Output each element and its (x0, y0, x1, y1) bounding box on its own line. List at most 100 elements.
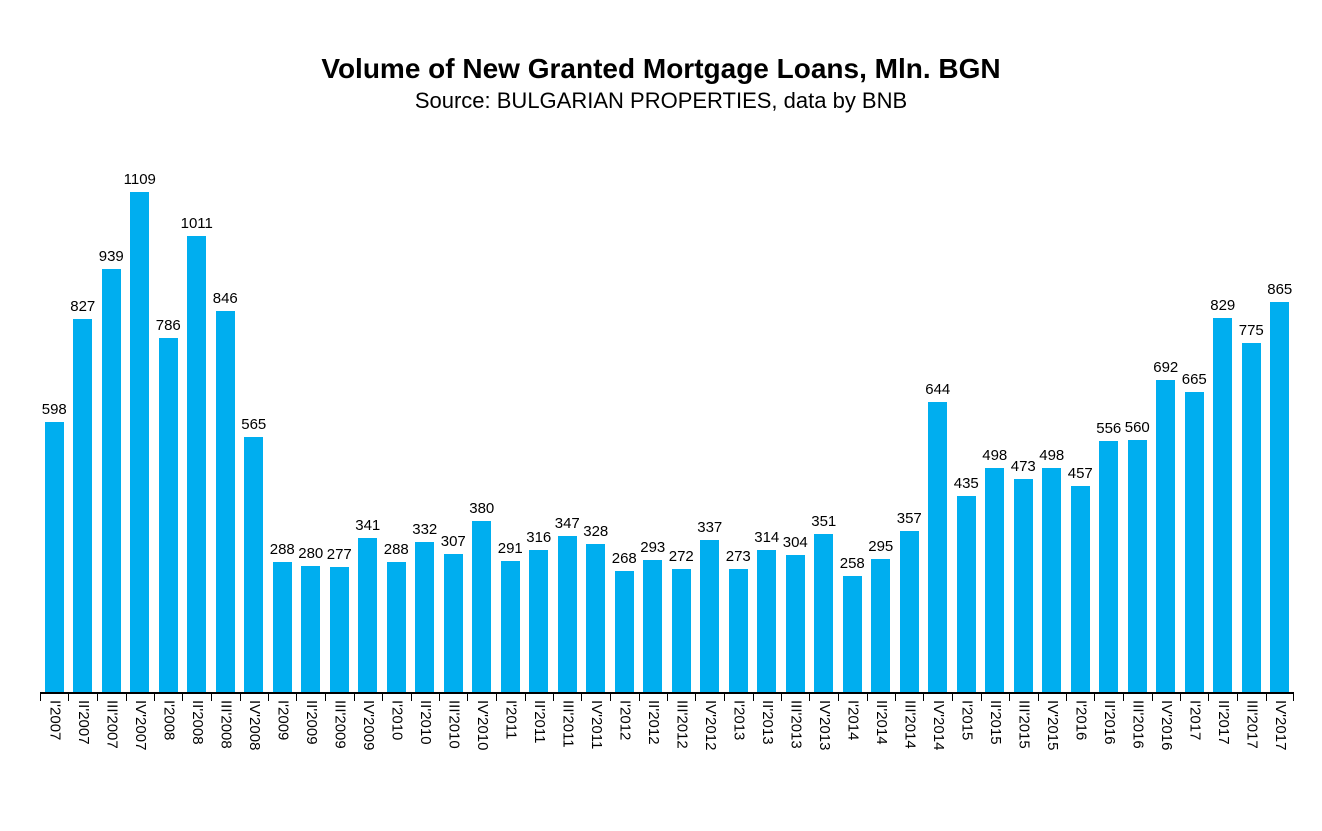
bar-column: 328 (582, 523, 611, 692)
bar-column: 332 (411, 521, 440, 692)
x-axis-label: II'2011 (530, 700, 548, 744)
axis-tick (410, 694, 412, 701)
bar-column: 473 (1009, 458, 1038, 692)
bar (529, 549, 549, 692)
bar-value-label: 316 (526, 528, 552, 546)
bar-column: 316 (525, 528, 554, 692)
axis-tick (752, 694, 754, 701)
bar-value-label: 307 (440, 532, 466, 550)
bar (1241, 342, 1261, 692)
bar (1270, 302, 1290, 692)
bar-column: 288 (268, 541, 297, 692)
bar (785, 554, 805, 692)
x-axis-label: II'2012 (644, 700, 662, 745)
bar-column: 692 (1152, 359, 1181, 692)
axis-tick (153, 694, 155, 701)
axis-tick (667, 694, 668, 701)
x-axis-label: III'2013 (787, 700, 805, 749)
bar (899, 531, 919, 692)
bar-value-label: 457 (1067, 465, 1093, 482)
axis-tick (638, 694, 640, 701)
axis-tick (1180, 694, 1181, 701)
bar-value-label: 380 (469, 499, 495, 517)
bar (244, 437, 264, 692)
x-axis-label: III'2015 (1015, 700, 1033, 749)
bar-value-label: 347 (554, 514, 580, 532)
bar-value-label: 565 (241, 416, 267, 434)
bar (130, 192, 150, 692)
bar-value-label: 304 (782, 533, 808, 551)
x-axis-label: IV'2012 (701, 700, 719, 751)
bar (643, 559, 663, 692)
bar-value-label: 498 (982, 446, 1008, 464)
x-axis-label: I'2014 (844, 700, 862, 741)
axis-tick (1008, 694, 1010, 701)
bar-column: 457 (1066, 465, 1095, 692)
x-axis-label: IV'2016 (1157, 700, 1175, 751)
bar (1042, 467, 1062, 692)
axis-tick (267, 694, 269, 701)
x-axis-label: IV'2015 (1043, 700, 1061, 751)
axis-tick (68, 694, 70, 701)
bar-value-label: 865 (1267, 281, 1293, 298)
bar (1156, 380, 1176, 692)
bar-value-label: 273 (725, 547, 751, 565)
x-axis-label: III'2014 (901, 700, 919, 749)
bar-column: 337 (696, 519, 725, 692)
bar (44, 422, 64, 692)
axis-tick (695, 694, 697, 701)
bar-column: 775 (1237, 322, 1266, 692)
bar-column: 341 (354, 517, 383, 692)
x-axis-label: IV'2014 (929, 700, 947, 751)
bar-column: 351 (810, 513, 839, 692)
bar-value-label: 560 (1124, 418, 1150, 436)
bar-column: 1011 (181, 215, 213, 692)
axis-tick (1122, 694, 1124, 701)
bar-column: 560 (1123, 418, 1152, 692)
axis-tick (838, 694, 839, 701)
bar (73, 319, 93, 692)
axis-tick (1094, 694, 1096, 701)
axis-tick (980, 694, 982, 701)
axis-tick (125, 694, 127, 701)
axis-tick (1066, 694, 1067, 701)
axis-tick (495, 694, 497, 701)
chart-title: Volume of New Granted Mortgage Loans, Ml… (321, 53, 1001, 84)
axis-tick (1037, 694, 1039, 701)
bar (956, 495, 976, 692)
bar-value-label: 357 (896, 510, 922, 527)
x-axis-label: III'2007 (103, 700, 121, 749)
x-axis-label: IV'2017 (1271, 700, 1289, 751)
bar-value-label: 829 (1210, 297, 1236, 315)
bar-value-label: 258 (839, 554, 865, 572)
x-axis-label: II'2007 (74, 700, 92, 745)
bar-value-label: 939 (98, 247, 124, 265)
bar-column: 827 (69, 298, 98, 692)
bar (871, 559, 891, 692)
bar-value-label: 295 (868, 538, 894, 555)
bar-column: 644 (924, 381, 953, 692)
bar-column: 307 (439, 533, 468, 692)
bar (757, 550, 777, 692)
axis-tick (894, 694, 896, 701)
bar (415, 542, 435, 692)
bar-value-label: 775 (1238, 321, 1264, 339)
x-axis-label: II'2008 (188, 700, 206, 745)
bar (1127, 439, 1147, 692)
bar-value-label: 277 (326, 546, 352, 564)
bar-value-label: 288 (383, 541, 409, 559)
axis-tick (866, 694, 868, 701)
x-axis-label: I'2013 (730, 700, 748, 741)
bar-value-label: 293 (640, 538, 666, 556)
bar (443, 553, 463, 692)
x-axis-labels: I'2007 II'2007 III'2007 IV'2007 I'2008 II'200… (40, 694, 1294, 799)
bar (329, 567, 349, 692)
x-axis-label: I'2017 (1186, 700, 1204, 741)
axis-tick (211, 694, 212, 701)
bar-column: 865 (1266, 281, 1295, 692)
bar-value-label: 328 (583, 523, 609, 541)
bar (158, 337, 178, 692)
axis-tick (952, 694, 953, 701)
bar-value-label: 280 (298, 544, 324, 562)
